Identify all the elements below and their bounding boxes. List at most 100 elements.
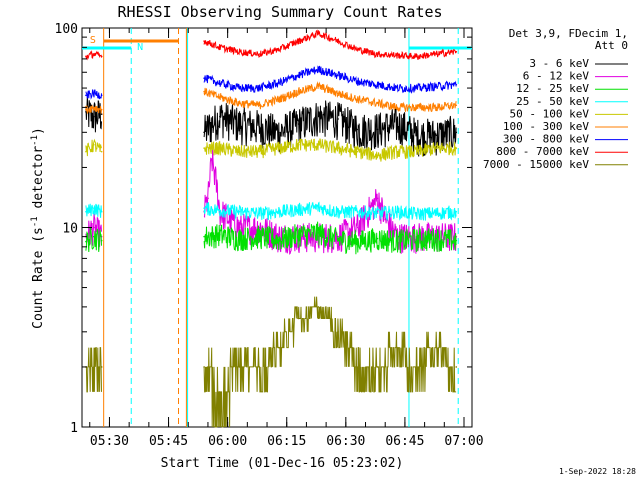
data-point: [100, 55, 103, 58]
x-axis-label: Start Time (01-Dec-16 05:23:02): [161, 456, 404, 471]
y-axis-label-main: Count Rate (s: [31, 227, 46, 329]
data-point: [219, 391, 221, 393]
data-point: [337, 238, 339, 241]
data-point: [85, 55, 87, 58]
data-point: [376, 83, 379, 86]
data-point: [416, 106, 418, 109]
data-point: [258, 212, 261, 214]
data-point: [317, 115, 320, 118]
data-point: [356, 226, 359, 229]
data-point: [258, 53, 261, 55]
series-path-1-segment-0: [85, 213, 102, 250]
data-point: [455, 239, 458, 242]
x-tick-label: 06:30: [326, 434, 365, 449]
chart-title: RHESSI Observing Summary Count Rates: [117, 3, 442, 21]
data-point: [435, 106, 438, 109]
data-point: [384, 218, 387, 221]
data-point: [85, 240, 87, 243]
data-point: [203, 366, 205, 368]
legend-label: 50 - 100 keV: [510, 107, 590, 120]
legend-header-line1: Det 3,9, FDecim 1,: [509, 27, 628, 40]
legend-label: 7000 - 15000 keV: [483, 158, 589, 171]
data-point: [93, 366, 95, 368]
data-point: [203, 131, 205, 134]
data-point: [455, 366, 458, 368]
data-point: [435, 212, 438, 214]
data-point: [455, 50, 458, 53]
data-point: [376, 128, 379, 131]
data-point: [297, 317, 300, 320]
data-point: [219, 82, 221, 84]
data-point: [278, 82, 280, 84]
series-path-6-segment-1: [203, 65, 457, 94]
data-point: [317, 232, 320, 234]
data-point: [93, 115, 95, 118]
axis-ticks: 1 10 100 05:30 05:45 06:00 06:15 06:30 06:45 07:0…: [55, 22, 484, 449]
data-point: [337, 118, 339, 120]
data-point: [455, 210, 458, 213]
flag-label-n: N: [137, 42, 143, 53]
series-3-6-kev: [85, 95, 458, 157]
legend-label: 800 - 7000 keV: [496, 145, 589, 158]
data-point: [317, 143, 320, 146]
data-point: [258, 87, 261, 89]
data-point: [93, 92, 95, 95]
data-point: [238, 210, 241, 213]
data-point: [317, 68, 320, 71]
data-point: [297, 208, 300, 211]
data-point: [207, 197, 209, 200]
series-path-8-segment-1: [203, 296, 457, 428]
data-point: [258, 366, 261, 368]
data-point: [416, 134, 418, 137]
series-lines: [85, 29, 458, 428]
series-path-8-segment-0: [85, 347, 102, 393]
flag-label-s: S: [90, 35, 96, 46]
y-axis-label-exp1: -1: [30, 216, 40, 227]
legend-label: 12 - 25 keV: [516, 82, 589, 95]
legend-label: 6 - 12 keV: [523, 70, 590, 83]
data-point: [238, 87, 241, 89]
data-point: [278, 131, 280, 134]
data-point: [211, 158, 213, 160]
data-point: [93, 53, 95, 55]
data-point: [258, 235, 261, 238]
data-point: [396, 87, 398, 89]
data-point: [435, 53, 438, 55]
data-point: [435, 346, 438, 349]
data-point: [238, 50, 241, 53]
data-point: [356, 366, 359, 368]
series-path-6-segment-0: [85, 89, 102, 100]
y-axis-label-exp2: -1: [30, 135, 40, 146]
series-path-4-segment-0: [85, 138, 102, 157]
data-point: [85, 94, 87, 97]
data-point: [356, 48, 359, 51]
data-point: [297, 90, 300, 93]
data-point: [219, 209, 221, 212]
series-path-5-segment-0: [85, 104, 102, 114]
data-point: [337, 40, 339, 42]
data-point: [85, 111, 87, 113]
data-point: [203, 77, 205, 80]
data-point: [416, 87, 418, 89]
data-point: [356, 210, 359, 213]
series-path-0-segment-1: [203, 100, 457, 157]
data-point: [396, 210, 398, 213]
data-point: [219, 233, 221, 236]
data-point: [278, 48, 280, 51]
data-point: [376, 212, 379, 214]
data-point: [278, 147, 280, 149]
data-point: [435, 147, 438, 149]
data-point: [278, 210, 280, 213]
y-axis-label-end: ): [31, 127, 46, 135]
footer-date: 1-Sep-2022 18:28: [559, 467, 636, 476]
data-point: [203, 40, 205, 42]
data-point: [297, 123, 300, 125]
data-point: [258, 150, 261, 153]
data-point: [258, 104, 261, 107]
data-point: [219, 147, 221, 149]
data-point: [278, 238, 280, 241]
data-point: [337, 92, 339, 95]
legend-label: 25 - 50 keV: [516, 95, 589, 108]
data-point: [93, 235, 95, 238]
